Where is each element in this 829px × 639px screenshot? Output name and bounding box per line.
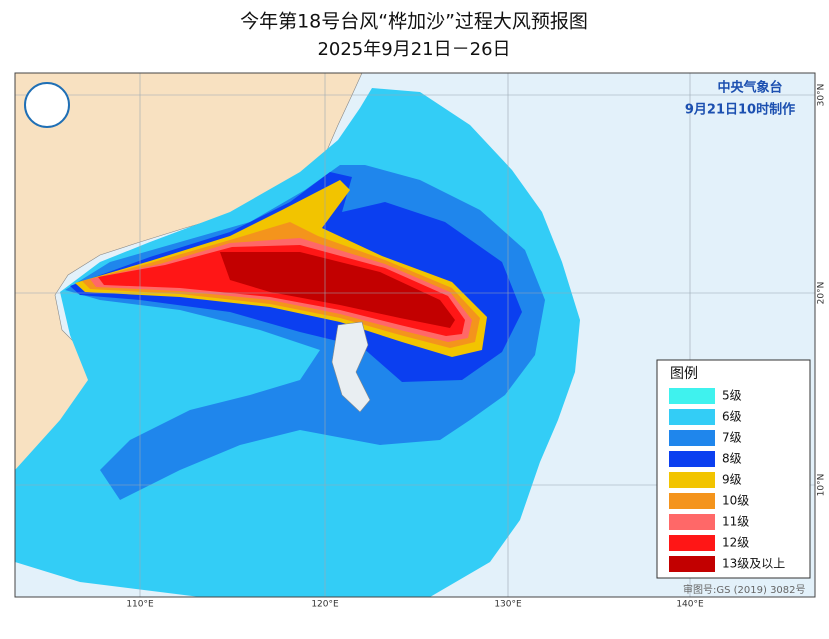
map: 中央气象台 9月21日10时制作 审图号:GS (2019) 3082号 (14, 72, 816, 598)
approval: 审图号:GS (2019) 3082号 (683, 583, 806, 596)
legend-swatch (669, 493, 715, 509)
lat-label: 20°N (817, 282, 827, 305)
lon-label: 110°E (126, 600, 154, 610)
lat-label: 10°N (817, 474, 827, 497)
legend-title: 图例 (670, 366, 698, 382)
legend-swatch (669, 409, 715, 425)
lon-label: 140°E (676, 600, 704, 610)
subtitle: 2025年9月21日－26日 (317, 39, 510, 60)
agency: 中央气象台 (717, 80, 782, 96)
legend-swatch (669, 451, 715, 467)
legend-label: 8级 (722, 452, 742, 466)
issue-time: 9月21日10时制作 (685, 102, 795, 118)
logo (24, 82, 70, 128)
lon-label: 130°E (494, 600, 522, 610)
legend-label: 9级 (722, 473, 742, 487)
legend-label: 11级 (722, 515, 749, 529)
island (331, 321, 371, 413)
legend: 图例 5级 6级 7级 8级 9级 10级 11级 12级 13级及以上 (656, 359, 811, 579)
legend-label: 5级 (722, 389, 742, 403)
wind-13 (220, 252, 455, 328)
legend-swatch (669, 514, 715, 530)
legend-swatch (669, 388, 715, 404)
frame (14, 72, 816, 598)
lat-label: 30°N (817, 84, 827, 107)
legend-label: 13级及以上 (722, 557, 785, 571)
legend-swatch (669, 535, 715, 551)
legend-swatch (669, 556, 715, 572)
legend-label: 12级 (722, 536, 749, 550)
legend-label: 10级 (722, 494, 749, 508)
legend-swatch (669, 430, 715, 446)
coordinate-labels: 110°E 120°E 130°E 140°E 30°N 20°N 10°N (126, 84, 826, 610)
legend-label: 7级 (722, 431, 742, 445)
legend-label: 6级 (722, 410, 742, 424)
title: 今年第18号台风“桦加沙”过程大风预报图 (240, 11, 588, 33)
legend-swatch (669, 472, 715, 488)
lon-label: 120°E (311, 600, 339, 610)
